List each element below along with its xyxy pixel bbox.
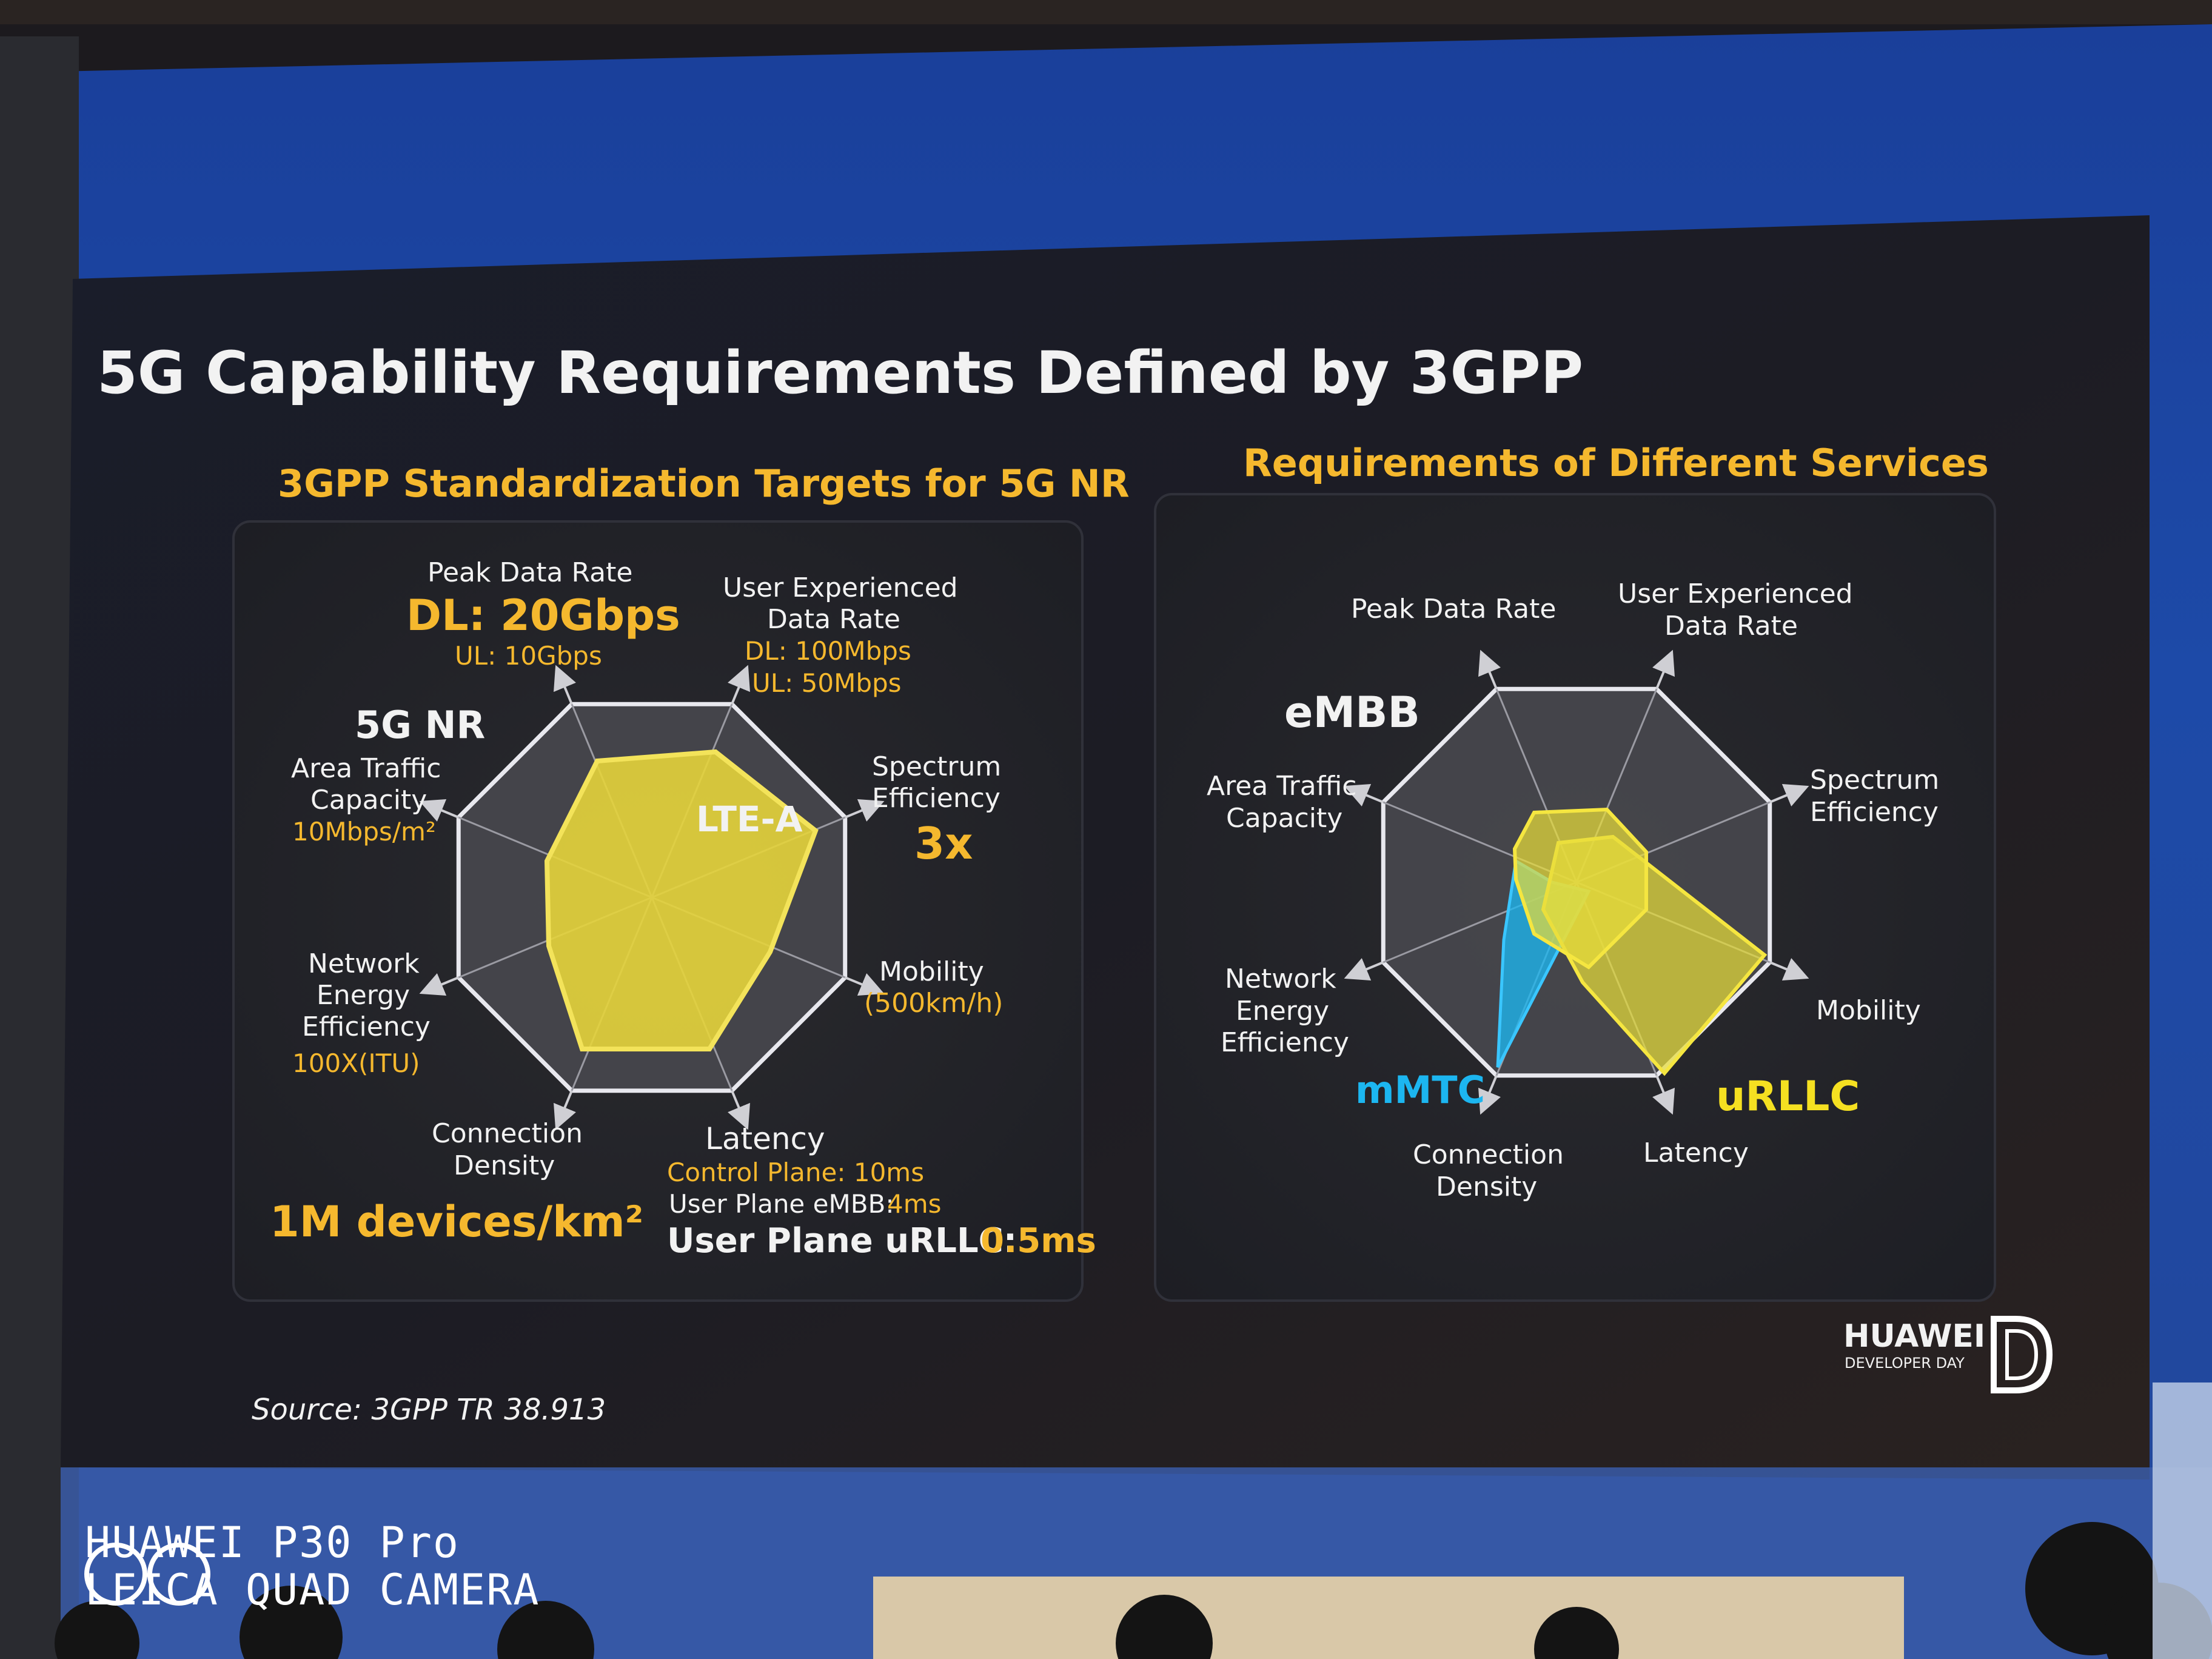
right-axis-arrow bbox=[1652, 1074, 1675, 1115]
source-note: Source: 3GPP TR 38.913 bbox=[252, 1393, 606, 1427]
right-axis-arrow bbox=[1769, 784, 1809, 806]
lte-a-series-shape bbox=[544, 749, 819, 1051]
left-axis-arrow bbox=[844, 799, 885, 822]
right-axis-arrow bbox=[1478, 1074, 1501, 1115]
camera-watermark: HUAWEI P30 Pro LEICA QUAD CAMERA bbox=[85, 1518, 540, 1615]
right-axis-arrow bbox=[1769, 958, 1809, 980]
dev-day-d-icon bbox=[1991, 1316, 2053, 1393]
right-axis-arrow bbox=[1478, 649, 1501, 690]
5g-nr-series-label: 5G NR bbox=[355, 703, 486, 747]
embb-series-shape bbox=[1512, 807, 1648, 970]
right-axis-arrow bbox=[1652, 649, 1675, 690]
camera-rings-icon bbox=[84, 1543, 210, 1606]
right-latency-label: Latency bbox=[1643, 1138, 1749, 1168]
huawei-developer-day-logo: HUAWEI DEVELOPER DAY bbox=[1843, 1316, 2053, 1393]
lte-a-series-label: LTE-A bbox=[696, 799, 803, 840]
right-peak-data-rate-label: Peak Data Rate bbox=[1351, 594, 1557, 625]
left-axis-arrow bbox=[419, 799, 460, 822]
left-axis-arrow bbox=[728, 1090, 750, 1130]
slide-title: 5G Capability Requirements Defined by 3G… bbox=[97, 339, 1584, 407]
right-panel-heading: Requirements of Different Services bbox=[1243, 441, 1989, 485]
left-panel-heading: 3GPP Standardization Targets for 5G NR bbox=[278, 461, 1130, 506]
left-axis-arrow bbox=[844, 973, 885, 996]
right-axis-arrow bbox=[1344, 784, 1384, 806]
left-axis-arrow bbox=[419, 973, 460, 996]
mmtc-series-label: mMTC bbox=[1355, 1068, 1486, 1112]
left-axis-arrow bbox=[554, 1090, 576, 1130]
embb-series-label: eMBB bbox=[1284, 688, 1420, 737]
left-axis-arrow bbox=[728, 665, 750, 705]
urllc-series-label: uRLLC bbox=[1716, 1073, 1860, 1121]
left-axis-arrow bbox=[554, 665, 576, 705]
right-mobility-label: Mobility bbox=[1816, 995, 1921, 1026]
right-axis-arrow bbox=[1344, 958, 1384, 980]
